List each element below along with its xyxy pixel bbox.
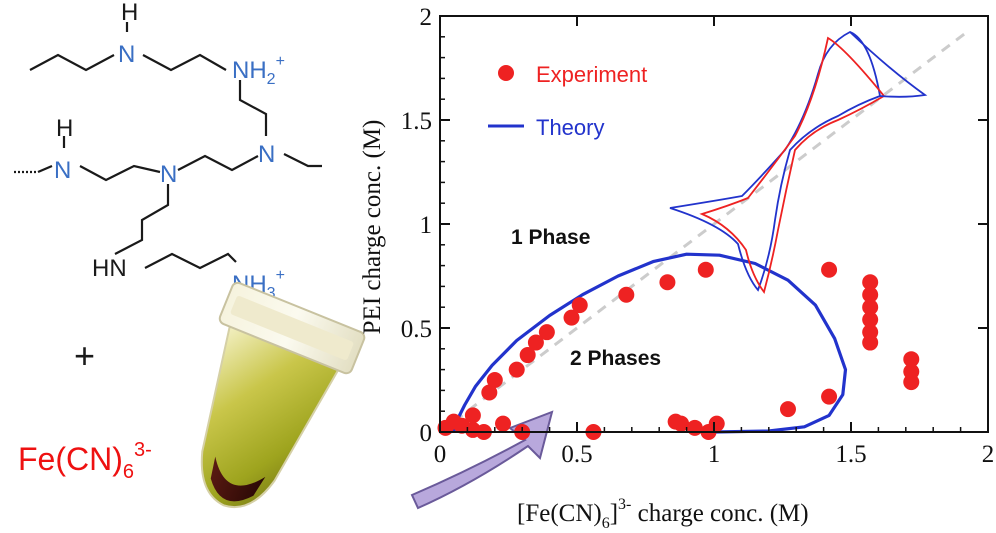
bond: [283, 153, 322, 168]
x-tick-label: 1: [708, 441, 721, 468]
annotation-2-phases: 2 Phases: [570, 347, 661, 370]
experiment-point: [779, 401, 796, 418]
vial-photo: [200, 281, 366, 509]
bond: [29, 53, 115, 72]
precipitate: [210, 456, 266, 502]
experiment-point: [527, 334, 544, 351]
atom-n: N: [160, 161, 177, 188]
vial-cap-rim: [230, 296, 354, 360]
legend-label-theory: Theory: [536, 115, 604, 140]
experiment-point: [708, 415, 725, 432]
phase-arrow: [410, 410, 554, 510]
bond: [37, 164, 53, 174]
experiment-point: [571, 297, 588, 314]
atom-nh2: NH2+: [232, 53, 285, 88]
experiment-point: [673, 415, 690, 432]
experiment-point: [862, 286, 879, 303]
y-tick-label: 1.5: [401, 108, 432, 135]
anion-formula: Fe(CN)63-: [18, 439, 152, 483]
cv-theory-tail: [849, 31, 928, 98]
x-axis-label: [Fe(CN)6]3- charge conc. (M): [517, 496, 809, 532]
legend: Experiment Theory: [488, 62, 647, 140]
experiment-point: [821, 388, 838, 405]
atom-n: N: [54, 157, 71, 184]
bond: [142, 53, 227, 72]
phase-diagram-chart: 0 0.5 1 1.5 2 0 0.5 1 1.5 2 Experiment Theory 1 P…: [359, 4, 994, 532]
experiment-point: [862, 299, 879, 316]
experiment-point: [538, 324, 555, 341]
vial-body: [200, 321, 342, 509]
experiment-point: [508, 361, 525, 378]
experiment-point: [697, 261, 714, 278]
atom-n: N: [258, 141, 275, 168]
experiment-point: [862, 334, 879, 351]
y-tick-label: 1: [420, 212, 433, 239]
x-tick-label: 0: [434, 441, 447, 468]
bond: [79, 164, 161, 182]
y-tick-label: 2: [420, 4, 433, 31]
equivalence-dashed-line: [439, 29, 970, 434]
x-tick-label: 0.5: [561, 441, 592, 468]
experiment-point: [903, 374, 920, 391]
atom-hn: HN: [92, 255, 127, 282]
x-tick-label: 1.5: [835, 441, 866, 468]
experiment-point: [495, 415, 512, 432]
experiment-point: [481, 384, 498, 401]
experiment-point: [686, 419, 703, 436]
pei-atoms: H N NH2+ H N N N HN NH3+: [54, 0, 285, 302]
experiment-point: [486, 372, 503, 388]
experiment-points-layer: [437, 261, 920, 440]
bond: [144, 252, 237, 270]
cv-inset: [669, 31, 928, 295]
cv-experiment-curve: [699, 36, 886, 295]
experiment-point: [464, 407, 481, 424]
plus-sign: +: [74, 335, 95, 376]
bond: [177, 154, 259, 172]
experiment-point: [659, 274, 676, 291]
experiment-point: [862, 274, 879, 291]
atom-h: H: [56, 115, 73, 142]
y-tick-label: 0.5: [401, 316, 432, 343]
legend-label-experiment: Experiment: [536, 62, 647, 87]
experiment-point: [618, 286, 635, 303]
atom-h: H: [121, 0, 138, 26]
experiment-point: [821, 261, 838, 278]
experiment-point: [519, 347, 536, 364]
legend-marker-experiment: [498, 65, 514, 81]
experiment-point: [903, 351, 920, 368]
y-axis-label: PEI charge conc. (M): [359, 120, 386, 335]
x-tick-label: 2: [982, 441, 995, 468]
experiment-point: [862, 311, 879, 328]
y-tick-label: 0: [420, 420, 433, 447]
cv-theory-curve: [669, 31, 882, 292]
equivalence-line-layer: [439, 29, 970, 434]
pei-structure: [14, 22, 322, 270]
axes: 0 0.5 1 1.5 2 0 0.5 1 1.5 2: [401, 4, 995, 468]
atom-n: N: [118, 41, 135, 68]
bond: [238, 80, 268, 136]
bond: [114, 184, 170, 255]
annotation-1-phase: 1 Phase: [511, 226, 590, 249]
theory-layer: [452, 252, 848, 434]
theory-curve: [452, 252, 848, 434]
experiment-point: [563, 309, 580, 326]
